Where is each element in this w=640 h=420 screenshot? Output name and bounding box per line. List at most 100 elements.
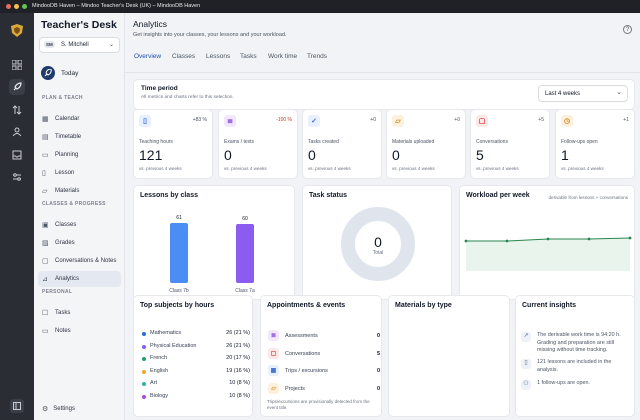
minimize-window-button[interactable] [14,4,19,9]
arrows-icon[interactable] [10,103,24,117]
stat-value: 121 [139,147,163,163]
sidebar-item-calendar[interactable]: ▦ Calendar [38,111,121,127]
sidebar-item-notes[interactable]: ▭ Notes [38,323,121,339]
folder-icon: ▱ [268,382,279,394]
zoom-window-button[interactable] [22,4,27,9]
workload-area [466,238,630,271]
grid-icon[interactable] [10,58,24,72]
sidebar-item-classes[interactable]: ▣ Classes [38,217,121,233]
list-item: ≣ Assessments 0 [268,329,380,343]
legend-dot [142,332,146,336]
stat-value: 0 [224,147,232,163]
appointments-note: Trips/excursions are provisionally detec… [267,399,370,410]
page-subtitle: Get insights into your classes, your les… [133,32,287,38]
settings-item[interactable]: ⚙ Settings [42,405,75,413]
stat-delta: +1 [623,117,629,123]
people-icon: ⚇ [521,380,531,390]
sidebar-item-label: Materials [55,188,80,194]
rocket-icon[interactable] [9,79,25,95]
sliders-icon[interactable] [10,170,24,184]
sidebar-item-lesson[interactable]: ▯ Lesson [38,165,121,181]
stat-label: Conversations [476,139,508,145]
exam-icon: ≣ [224,115,236,127]
subject-name: Art [150,380,158,386]
tab-tasks[interactable]: Tasks [240,53,257,60]
insight-item: ⚇ 1 follow-ups are open. [521,380,631,390]
today-button[interactable]: Today [39,66,99,82]
legend-dot [142,382,146,386]
tasks-icon: ☐ [42,310,49,317]
event-type: Trips / excursions [285,368,328,374]
insight-text: The derivable work time is 94:20 h. Grad… [537,332,621,353]
sidebar-item-analytics[interactable]: ⊿ Analytics [38,271,121,287]
chat-icon: ▢ [476,115,488,127]
tab-lessons[interactable]: Lessons [206,53,231,60]
user-selector[interactable]: SM S. Mitchell ⌄ [39,37,120,53]
chart-icon: ⊿ [42,276,48,283]
book-icon: ▯ [139,115,151,127]
chat-icon: ▢ [42,258,49,265]
sidebar-item-label: Grades [55,240,75,246]
stat-label: Materials uploaded [392,139,435,145]
today-label: Today [61,70,79,77]
sidebar-item-materials[interactable]: ▱ Materials [38,183,121,199]
sidebar-item-timetable[interactable]: ▤ Timetable [38,129,121,145]
event-type: Conversations [285,350,321,357]
lessons-by-class-card: Lessons by class 61 Class 7b 60 Class 7a [133,185,295,300]
legend-dot [142,344,146,349]
insights-title: Current insights [522,302,577,309]
panel-icon[interactable] [10,399,24,413]
list-item: Mathematics 26 (21 %) [142,328,250,340]
avatar: SM [44,41,55,48]
section-plan-teach: PLAN & TEACH [42,95,83,101]
sidebar-item-label: Tasks [55,310,71,316]
stat-label: Tasks created [308,139,339,145]
time-period-value: Last 4 weeks [545,91,581,97]
workload-point [464,239,468,243]
tab-trends[interactable]: Trends [307,53,327,60]
sidebar-item-planning[interactable]: ▭ Planning [38,147,121,163]
task-status-total-label: Total [372,250,384,256]
help-icon[interactable]: ? [623,25,632,34]
lessons-bar-chart: 61 Class 7b 60 Class 7a [169,215,255,294]
sidebar-item-label: Classes [55,222,77,228]
tab-classes[interactable]: Classes [172,53,196,60]
users-icon[interactable] [10,125,24,139]
inbox-icon[interactable] [10,148,24,162]
sidebar-item-conversations-notes[interactable]: ▢ Conversations & Notes [38,253,121,269]
window-titlebar: MindooDB Haven – Mindoo Teacher's Desk (… [0,0,640,13]
calendar-icon: ▦ [42,116,49,123]
sidebar-item-label: Calendar [55,116,80,122]
app-logo-icon[interactable] [10,23,24,37]
time-period-card: Time period All metrics and charts refer… [133,79,635,110]
sidebar-item-grades[interactable]: ▨ Grades [38,235,121,251]
sidebar-item-tasks[interactable]: ☐ Tasks [38,305,121,321]
time-period-select[interactable]: Last 4 weeks ⌄ [538,85,628,102]
task-status-card: Task status 0 Total [302,185,452,300]
settings-label: Settings [53,406,75,412]
lessons-by-class-title: Lessons by class [140,192,198,199]
task-status-total: 0 [374,234,382,250]
notes-icon: ▭ [42,328,49,335]
time-period-desc: All metrics and charts refer to this sel… [141,95,234,100]
list-item: ▦ Trips / excursions 0 [268,364,380,378]
stat-comparison: vs. previous 4 weeks [224,166,267,171]
event-count: 0 [376,368,380,374]
legend-dot [142,394,146,399]
table-icon: ▤ [42,134,49,141]
subject-hours: 26 (21 %) [226,330,250,336]
stat-card-exams-tests: ≣ -100 % Exams / tests 0 vs. previous 4 week… [218,109,298,179]
tab-work-time[interactable]: Work time [268,53,298,60]
sidebar-item-label: Lesson [55,170,75,176]
window-title: MindooDB Haven – Mindoo Teacher's Desk (… [32,3,201,9]
sidebar-item-label: Conversations & Notes [55,258,117,264]
bar-class-7b [170,223,188,283]
tab-overview[interactable]: Overview [134,53,162,60]
chevron-down-icon: ⌄ [108,42,114,48]
close-window-button[interactable] [6,4,11,9]
time-period-label: Time period [141,85,178,92]
stat-comparison: vs. previous 4 weeks [476,166,519,171]
appointments-card: Appointments & events ≣ Assessments 0 ▢ Conv… [260,295,382,417]
task-status-donut [341,207,415,281]
stat-card-conversations: ▢ +5 Conversations 5 vs. previous 4 weeks [470,109,550,179]
